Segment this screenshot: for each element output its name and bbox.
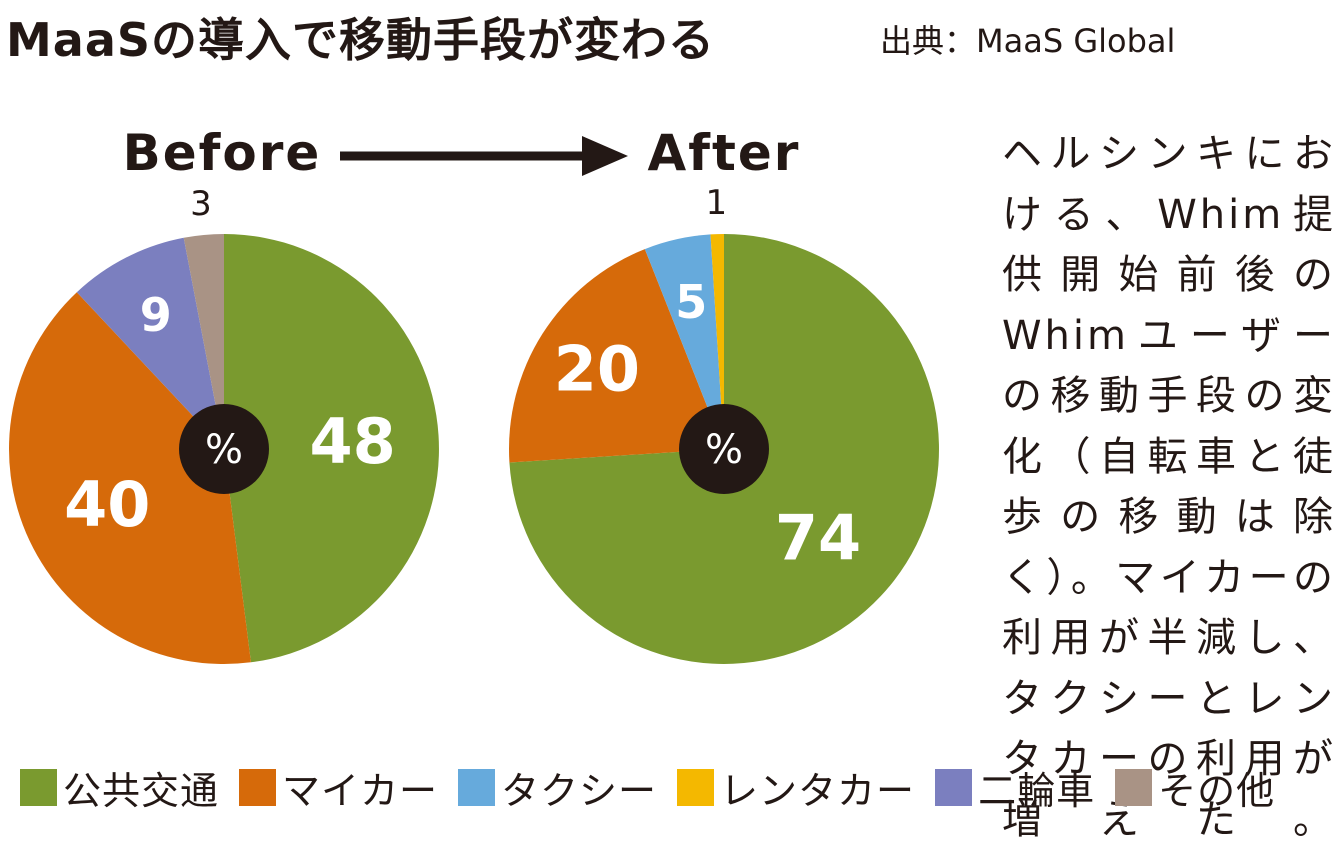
legend-swatch: [935, 768, 973, 806]
after-title: After: [648, 124, 801, 182]
pie-slice-private-car: [508, 249, 724, 463]
pie-charts: Before After 48 40 9 3% 74 20 5 1%: [9, 124, 939, 664]
pie-slice-other: [183, 234, 224, 449]
data-label-public-transport: 74: [775, 501, 861, 574]
center-badge: [679, 404, 769, 494]
caption-text: ヘルシンキにおける、Whim提供開始前後のWhimユーザーの移動手段の変化（自転…: [1002, 131, 1336, 843]
legend-item-private-car: マイカー: [239, 760, 438, 815]
unit-label: %: [705, 427, 743, 473]
data-label-private-car: 40: [64, 468, 150, 541]
unit-label: %: [205, 427, 243, 473]
legend-label: タクシー: [501, 768, 658, 813]
arrow-icon: [340, 136, 628, 176]
pie-slice-taxi: [644, 234, 724, 449]
legend-item-two-wheeler: 二輪車: [935, 760, 1095, 815]
legend-item-rental-car: レンタカー: [677, 760, 915, 815]
pie-slice-public-transport: [224, 234, 439, 663]
data-label-public-transport: 48: [310, 405, 396, 478]
legend-swatch: [458, 768, 496, 806]
legend-swatch: [677, 768, 715, 806]
data-label-other: 3: [190, 184, 212, 224]
source-note: 出典：MaaS Global: [880, 22, 1176, 60]
legend-swatch: [239, 768, 277, 806]
pie-slice-rental-car: [710, 233, 724, 449]
legend-swatch: [1115, 768, 1153, 806]
legend-label: レンタカー: [720, 768, 916, 813]
data-label-private-car: 20: [554, 332, 640, 405]
pie-slice-two-wheeler: [76, 237, 224, 449]
legend-item-other: その他: [1115, 760, 1275, 815]
legend: 公共交通 マイカー タクシー レンタカー 二輪車 その他: [20, 760, 1295, 815]
chart-title: MaaSの導入で移動手段が変わる: [6, 13, 715, 67]
before-pie: 48 40 9 3%: [9, 184, 439, 664]
legend-swatch: [20, 768, 57, 806]
before-title: Before: [123, 124, 322, 182]
data-label-two-wheeler: 9: [140, 288, 172, 342]
pie-slice-private-car: [9, 292, 251, 664]
center-badge: [179, 404, 269, 494]
data-label-rental-car: 1: [705, 183, 727, 223]
legend-label: マイカー: [282, 768, 439, 813]
legend-item-public-transport: 公共交通: [20, 760, 219, 815]
legend-label: その他: [1158, 768, 1276, 813]
legend-item-taxi: タクシー: [458, 760, 657, 815]
data-label-taxi: 5: [675, 275, 707, 329]
legend-label: 公共交通: [63, 768, 220, 813]
after-pie: 74 20 5 1%: [508, 183, 939, 664]
legend-label: 二輪車: [978, 768, 1096, 813]
